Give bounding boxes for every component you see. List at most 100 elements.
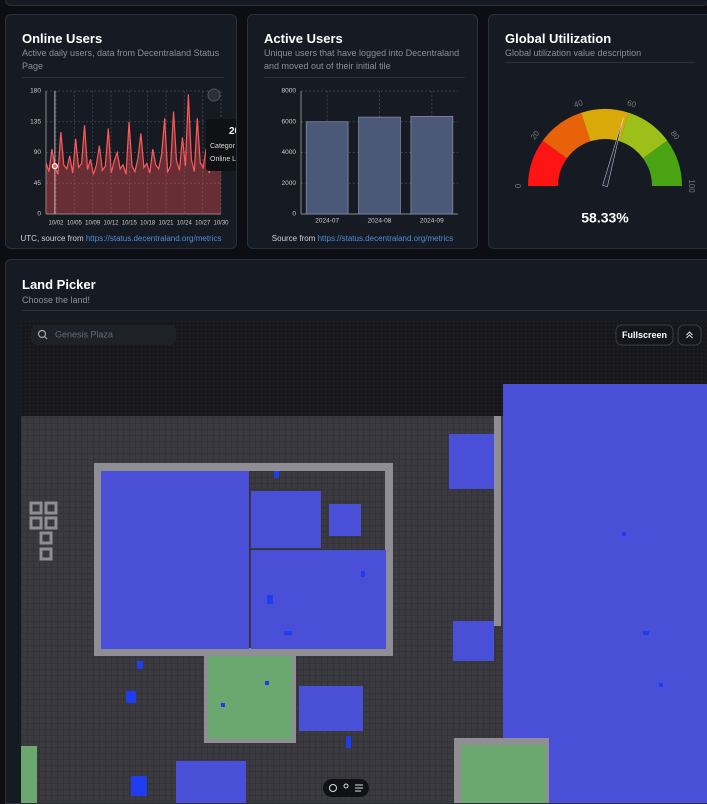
x-tick-label: 10/24 [177, 221, 193, 227]
list-icon[interactable] [355, 784, 363, 792]
estate [453, 621, 494, 661]
search-icon [37, 329, 47, 339]
gauge-tick-label: 20 [529, 129, 542, 142]
top-card-edge [5, 0, 707, 6]
card-footer: Source from https://status.decentraland.… [248, 234, 477, 243]
y-tick-label: 0 [37, 211, 41, 218]
divider [264, 77, 465, 78]
search-box[interactable] [31, 325, 176, 345]
y-tick-label: 2000 [282, 180, 297, 187]
y-tick-label: 45 [34, 180, 42, 187]
card-title: Global Utilization [505, 31, 612, 46]
x-tick-label: 2024-09 [420, 218, 444, 225]
area [46, 94, 221, 214]
estate [101, 471, 249, 649]
footer-text: UTC, source from [20, 234, 84, 243]
x-tick-label: 10/27 [195, 221, 211, 227]
card-subtitle: Global utilization value description [505, 48, 642, 58]
card-subtitle: Unique users that have logged into Decen… [264, 48, 460, 71]
gauge-needle [602, 117, 624, 187]
gauge-tick-label: 40 [573, 98, 585, 109]
estate [251, 491, 321, 548]
estate [503, 384, 707, 803]
tooltip-line: Categor [210, 143, 235, 150]
online-users-card: 0 45 90 135 180 10/02 10/05 10/09 10/12 10/15 10/1… [5, 14, 237, 249]
reset-zoom-button[interactable] [207, 88, 221, 102]
y-tick-label: 180 [30, 88, 41, 95]
line [45, 94, 222, 175]
divider [505, 62, 695, 63]
gauge-band [542, 112, 591, 159]
fullscreen-button[interactable] [615, 324, 674, 346]
search-icon [44, 336, 48, 340]
chevron-icon [686, 331, 693, 339]
line-chart: 0 45 90 135 180 10/02 10/05 10/09 10/12 10/15 10/1… [30, 88, 229, 227]
plaza [21, 746, 37, 803]
y-tick-label: 6000 [282, 118, 297, 125]
chat-icon[interactable] [329, 784, 337, 792]
gauge-tick-label: 60 [626, 98, 638, 109]
gauge-band [581, 109, 629, 142]
gauge-band [528, 140, 567, 186]
estate [329, 504, 361, 536]
road [494, 416, 501, 626]
gauge-value: 58.33% [581, 210, 629, 226]
card-footer: UTC, source from https://status.decentra… [6, 234, 236, 243]
bar-chart: 0 2000 4000 6000 8000 2024-07 2024-08 2024-09 [282, 88, 458, 225]
y-tick-label: 135 [30, 118, 41, 125]
estate [299, 686, 363, 731]
x-tick-label: 10/21 [158, 221, 174, 227]
search-placeholder: Genesis Plaza [55, 329, 113, 339]
active-users-card: 0 2000 4000 6000 8000 2024-07 2024-08 2024-09 A… [247, 14, 478, 249]
footer-text: Source from [271, 234, 316, 243]
gauge-tick-label: 0 [514, 183, 523, 188]
source-link[interactable]: https://status.decentraland.org/metrics [85, 234, 222, 243]
y-tick-label: 90 [34, 149, 42, 156]
gauge-chart: 0 20 40 60 80 100 58.33% [514, 98, 696, 226]
x-tick-label: 10/02 [48, 221, 64, 227]
plaza [208, 656, 292, 739]
card-title: Active Users [264, 31, 343, 46]
x-tick-label: 10/15 [122, 221, 138, 227]
x-tick-label: 2024-08 [368, 218, 392, 225]
estate [449, 434, 494, 489]
gauge-tick-label: 100 [687, 179, 696, 193]
bar [358, 116, 401, 215]
x-tick-label: 10/09 [85, 221, 101, 227]
gauge-band [643, 140, 682, 186]
global-utilization-card: 0 20 40 60 80 100 58.33% Global Utilization Gl… [488, 14, 707, 249]
estate [251, 550, 386, 649]
card-subtitle: Choose the land! [22, 295, 91, 305]
x-tick-label: 10/30 [213, 221, 229, 227]
hover-point [51, 163, 58, 170]
land-map[interactable]: Genesis Plaza Fullscreen [21, 321, 707, 804]
source-link[interactable]: https://status.decentraland.org/metrics [317, 234, 454, 243]
card-title: Land Picker [22, 277, 96, 292]
tooltip: 20 Categor Online L [206, 119, 237, 171]
card-title: Online Users [22, 31, 103, 46]
estate [176, 761, 246, 803]
bar [410, 115, 454, 215]
road-outline [29, 501, 58, 561]
x-tick-label: 10/05 [67, 221, 83, 227]
fullscreen-label: Fullscreen [622, 330, 667, 340]
y-tick-label: 4000 [282, 149, 297, 156]
x-tick-label: 10/12 [103, 221, 119, 227]
bar [305, 121, 349, 215]
parcels [126, 471, 663, 796]
tooltip-title: 20 [229, 126, 236, 137]
gauge-tick-label: 80 [669, 129, 682, 142]
y-tick-label: 0 [292, 211, 296, 218]
gauge-band [619, 112, 668, 159]
y-tick-label: 8000 [282, 88, 297, 95]
divider [22, 310, 707, 311]
x-tick-label: 10/18 [140, 221, 156, 227]
x-tick-label: 2024-07 [315, 218, 339, 225]
card-subtitle: Active daily users, data from Decentrala… [22, 48, 220, 71]
tooltip-line: Online L [210, 156, 237, 163]
divider [22, 77, 224, 78]
land-picker-card: Land Picker Choose the land! [5, 259, 707, 804]
plaza [461, 745, 546, 803]
user-icon[interactable] [343, 783, 349, 789]
